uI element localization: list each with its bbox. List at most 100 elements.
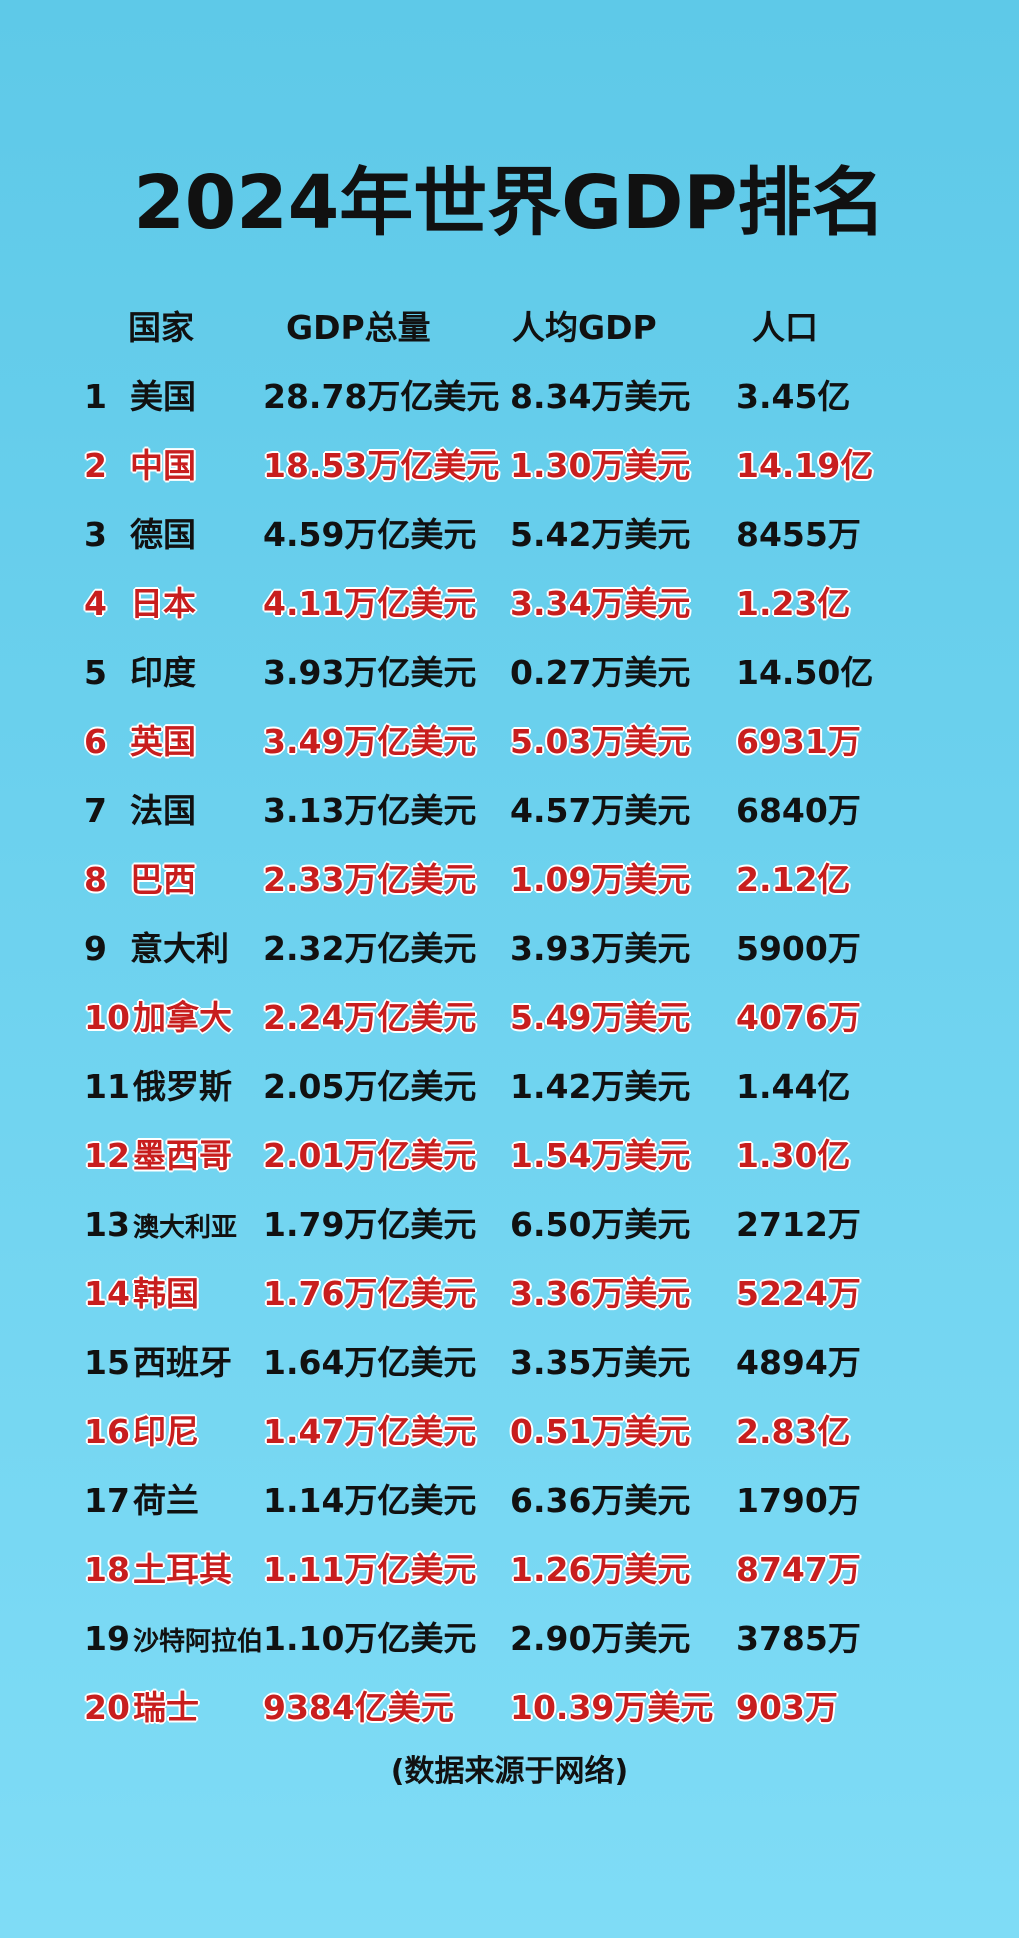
gdp-per-capita: 1.09万美元 <box>510 860 691 899</box>
gdp-per-capita: 3.35万美元 <box>510 1343 691 1382</box>
gdp-total: 3.49万亿美元 <box>263 722 477 761</box>
gdp-per-capita: 1.26万美元 <box>510 1550 691 1589</box>
rank: 7 <box>84 791 107 830</box>
population: 1.23亿 <box>736 584 851 623</box>
rank: 4 <box>84 584 107 623</box>
gdp-per-capita: 1.30万美元 <box>510 446 691 485</box>
population: 1.30亿 <box>736 1136 851 1175</box>
gdp-total: 3.13万亿美元 <box>263 791 477 830</box>
header-cell: 国家 <box>128 308 194 347</box>
gdp-total: 18.53万亿美元 <box>263 446 500 485</box>
country: 巴西 <box>130 860 196 899</box>
gdp-total: 1.79万亿美元 <box>263 1205 477 1244</box>
country: 加拿大 <box>133 998 232 1037</box>
country: 意大利 <box>130 929 229 968</box>
gdp-total: 1.14万亿美元 <box>263 1481 477 1520</box>
gdp-per-capita: 3.36万美元 <box>510 1274 691 1313</box>
gdp-per-capita: 3.34万美元 <box>510 584 691 623</box>
gdp-total: 4.59万亿美元 <box>263 515 477 554</box>
gdp-per-capita: 0.27万美元 <box>510 653 691 692</box>
gdp-per-capita: 4.57万美元 <box>510 791 691 830</box>
population: 6931万 <box>736 722 861 761</box>
gdp-per-capita: 8.34万美元 <box>510 377 691 416</box>
population: 2.83亿 <box>736 1412 851 1451</box>
country: 中国 <box>130 446 196 485</box>
header-cell: 人均GDP <box>512 308 657 347</box>
gdp-total: 4.11万亿美元 <box>263 584 477 623</box>
population: 6840万 <box>736 791 861 830</box>
country: 印尼 <box>133 1412 199 1451</box>
gdp-total: 1.10万亿美元 <box>263 1619 477 1658</box>
population: 4076万 <box>736 998 861 1037</box>
country: 印度 <box>130 653 196 692</box>
population: 1790万 <box>736 1481 861 1520</box>
population: 14.50亿 <box>736 653 874 692</box>
gdp-total: 2.01万亿美元 <box>263 1136 477 1175</box>
rank: 5 <box>84 653 107 692</box>
country: 西班牙 <box>133 1343 232 1382</box>
gdp-total: 2.05万亿美元 <box>263 1067 477 1106</box>
rank: 19 <box>84 1619 130 1658</box>
population: 4894万 <box>736 1343 861 1382</box>
population: 1.44亿 <box>736 1067 851 1106</box>
country: 墨西哥 <box>133 1136 232 1175</box>
rank: 16 <box>84 1412 130 1451</box>
header-cell: GDP总量 <box>286 308 431 347</box>
gdp-per-capita: 10.39万美元 <box>510 1688 714 1727</box>
rank: 9 <box>84 929 107 968</box>
population: 5900万 <box>736 929 861 968</box>
population: 8747万 <box>736 1550 861 1589</box>
population: 8455万 <box>736 515 861 554</box>
gdp-total: 1.76万亿美元 <box>263 1274 477 1313</box>
gdp-total: 2.33万亿美元 <box>263 860 477 899</box>
country: 日本 <box>130 584 196 623</box>
title: 2024年世界GDP排名 <box>133 160 886 246</box>
country: 法国 <box>130 791 196 830</box>
country: 德国 <box>130 515 196 554</box>
country: 荷兰 <box>133 1481 199 1520</box>
gdp-total: 9384亿美元 <box>263 1688 454 1727</box>
rank: 10 <box>84 998 130 1037</box>
rank: 17 <box>84 1481 130 1520</box>
rank: 12 <box>84 1136 130 1175</box>
gdp-per-capita: 6.36万美元 <box>510 1481 691 1520</box>
country: 土耳其 <box>133 1550 232 1589</box>
country: 英国 <box>130 722 196 761</box>
gdp-per-capita: 5.42万美元 <box>510 515 691 554</box>
gdp-per-capita: 5.49万美元 <box>510 998 691 1037</box>
rank: 11 <box>84 1067 130 1106</box>
gdp-total: 3.93万亿美元 <box>263 653 477 692</box>
header-cell: 人口 <box>752 308 818 347</box>
rank: 20 <box>84 1688 130 1727</box>
country: 沙特阿拉伯 <box>133 1627 264 1657</box>
rank: 1 <box>84 377 107 416</box>
population: 2712万 <box>736 1205 861 1244</box>
gdp-per-capita: 1.42万美元 <box>510 1067 691 1106</box>
population: 2.12亿 <box>736 860 851 899</box>
rank: 18 <box>84 1550 130 1589</box>
rank: 13 <box>84 1205 130 1244</box>
population: 903万 <box>736 1688 838 1727</box>
population: 3.45亿 <box>736 377 851 416</box>
population: 5224万 <box>736 1274 861 1313</box>
gdp-per-capita: 2.90万美元 <box>510 1619 691 1658</box>
country: 韩国 <box>133 1274 199 1313</box>
country: 俄罗斯 <box>133 1067 232 1106</box>
footer: (数据来源于网络) <box>390 1754 629 1789</box>
gdp-total: 2.32万亿美元 <box>263 929 477 968</box>
rank: 2 <box>84 446 107 485</box>
rank: 15 <box>84 1343 130 1382</box>
gdp-per-capita: 6.50万美元 <box>510 1205 691 1244</box>
gdp-per-capita: 5.03万美元 <box>510 722 691 761</box>
rank: 8 <box>84 860 107 899</box>
country: 澳大利亚 <box>133 1213 238 1243</box>
country: 美国 <box>130 377 196 416</box>
gdp-total: 1.64万亿美元 <box>263 1343 477 1382</box>
gdp-total: 1.11万亿美元 <box>263 1550 477 1589</box>
gdp-per-capita: 1.54万美元 <box>510 1136 691 1175</box>
gdp-total: 28.78万亿美元 <box>263 377 500 416</box>
population: 14.19亿 <box>736 446 874 485</box>
gdp-per-capita: 0.51万美元 <box>510 1412 691 1451</box>
gdp-per-capita: 3.93万美元 <box>510 929 691 968</box>
